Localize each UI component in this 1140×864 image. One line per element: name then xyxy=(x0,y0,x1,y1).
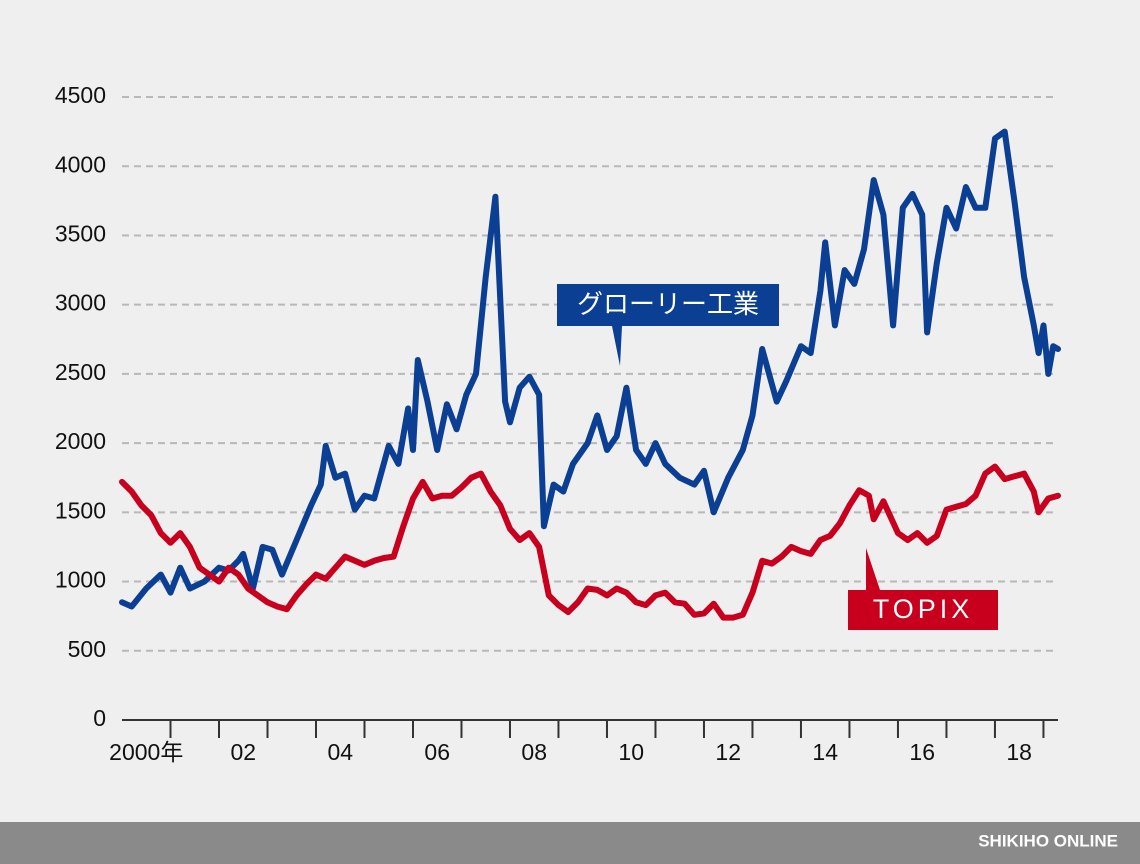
y-tick-label: 500 xyxy=(68,636,106,662)
y-tick-label: 1000 xyxy=(55,567,106,593)
footer-text: SHIKIHO ONLINE xyxy=(978,831,1118,850)
x-tick-label: 18 xyxy=(1006,739,1032,765)
callout-box xyxy=(557,284,779,326)
callout-pointer xyxy=(866,548,880,590)
x-tick-label: 02 xyxy=(230,739,256,765)
legend-label: TOPIX xyxy=(873,594,974,624)
y-tick-label: 4500 xyxy=(55,82,106,108)
y-tick-label: 0 xyxy=(93,705,106,731)
y-tick-label: 2000 xyxy=(55,428,106,454)
y-tick-label: 3500 xyxy=(55,221,106,247)
y-tick-label: 3000 xyxy=(55,290,106,316)
y-tick-label: 4000 xyxy=(55,151,106,177)
callout-box xyxy=(848,590,998,630)
legend-label: グローリー工業 xyxy=(577,289,759,319)
x-tick-label: 14 xyxy=(812,739,838,765)
y-tick-label: 2500 xyxy=(55,359,106,385)
x-tick-label: 06 xyxy=(424,739,450,765)
x-tick-label: 04 xyxy=(327,739,353,765)
y-tick-label: 1500 xyxy=(55,497,106,523)
callout-pointer xyxy=(612,326,622,366)
x-tick-label: 10 xyxy=(618,739,644,765)
x-tick-label: 16 xyxy=(909,739,935,765)
series-line xyxy=(119,463,1061,621)
footer-bar xyxy=(0,822,1140,864)
series-line xyxy=(119,128,1061,610)
x-tick-label: 2000年 xyxy=(109,739,183,765)
x-tick-label: 08 xyxy=(521,739,547,765)
x-tick-label: 12 xyxy=(715,739,741,765)
